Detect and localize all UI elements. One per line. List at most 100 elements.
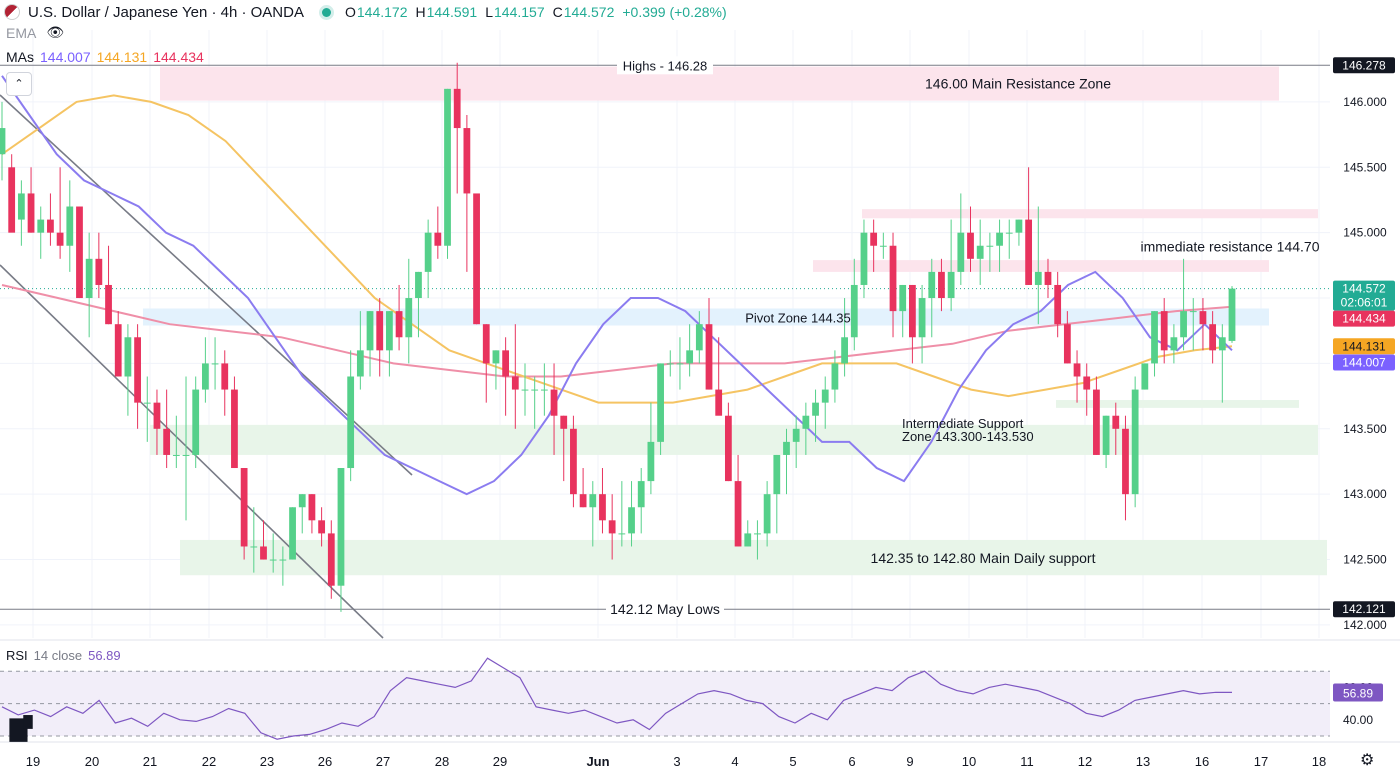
rsi-tick-label: 40.00 [1343,713,1373,727]
ma-mid-line [1,94,1233,404]
candle-body [308,494,316,521]
candle-body [444,88,451,246]
ema-indicator-row[interactable]: EMA 👁︎ [6,24,64,41]
candle-body [289,507,296,560]
candle-body [889,245,897,312]
candle-body [8,167,16,233]
candle-body [1073,363,1081,377]
tradingview-logo-icon[interactable]: ▇▘ [10,716,41,741]
time-tick-label: 29 [493,754,507,769]
candle-body [211,363,219,365]
mas-indicator-row[interactable]: MAs 144.007 144.131 144.434 [6,49,204,65]
candle-body [482,324,490,364]
candle-body [511,376,519,390]
candle-body [1005,232,1013,234]
time-tick-label: Jun [586,754,609,769]
candle-body [1044,271,1052,285]
price-tag-text: 144.572 [1342,282,1386,296]
candle-body [831,363,839,390]
candle-body [1228,288,1236,341]
price-axis [1330,0,1400,772]
candle-body [405,298,413,338]
candle-body [269,559,277,561]
time-tick-label: 26 [318,754,332,769]
candle-body [463,128,471,194]
candle-body [918,298,926,338]
mas-label: MAs [6,49,34,65]
price-tick-label: 145.500 [1343,160,1387,174]
candle-body [986,245,994,247]
ma-mid-value: 144.131 [96,49,148,65]
trend-line-lower [0,264,384,639]
symbol-title[interactable]: U.S. Dollar / Japanese Yen · 4h · OANDA [28,3,304,21]
ma-fast-line [1,75,1233,496]
ema-label: EMA [6,24,37,41]
time-tick-label: 22 [202,754,216,769]
market-open-icon [321,7,331,17]
candle-body [821,389,829,403]
candle-body [27,193,35,233]
zone-label: immediate resistance 144.70 [1141,238,1320,254]
candle-body [47,219,54,233]
candle-body [724,415,732,482]
rsi-legend[interactable]: RSI 14 close 56.89 [6,648,121,663]
candle-body [812,402,819,416]
candle-body [802,415,810,429]
candle-body [279,559,287,561]
candle-body [599,494,606,521]
time-tick-label: 5 [789,754,796,769]
candle-body [608,520,616,534]
time-tick-label: 27 [376,754,390,769]
candle-body [114,324,122,377]
candle-body [153,402,161,429]
hidden-eye-icon[interactable]: 👁︎ [46,24,65,40]
zone-band [180,539,1327,576]
candle-body [1025,219,1033,285]
candle-body [521,389,529,391]
price-tick-label: 143.000 [1343,487,1387,501]
time-tick-label: 17 [1254,754,1268,769]
candle-body [773,454,781,495]
ohlc-open-value: 144.172 [356,4,408,20]
rsi-label: RSI [6,648,28,663]
time-tick-label: 4 [731,754,738,769]
price-tag-text: 144.007 [1342,356,1386,370]
zone-band [150,424,1318,455]
trend-line-upper [0,94,413,476]
candle-body [957,232,965,272]
candle-body [628,507,635,534]
level-label: Highs - 146.28 [623,58,708,73]
time-tick-label: 23 [260,754,274,769]
candle-body [434,232,442,246]
collapse-legend-button[interactable]: ⌃ [6,72,32,96]
candle-body [337,468,345,586]
candle-body [967,232,974,259]
ohlc-open-key: O [344,4,356,20]
time-tick-label: 28 [435,754,449,769]
usd-flag-icon [4,4,20,20]
candle-body [250,546,258,548]
zone-label: Zone 143.300-143.530 [902,429,1034,444]
candle-body [327,533,335,586]
ma-slow-line [1,284,1233,378]
candle-body [570,428,577,495]
candle-body [366,311,374,351]
candle-body [66,206,74,246]
candle-body [172,454,180,456]
rsi-value-tag [1333,683,1383,702]
candle-body [201,363,209,390]
candle-body [240,468,248,547]
price-tag [1333,354,1395,371]
candle-body [1209,324,1217,351]
candle-body [1083,376,1091,390]
price-tag [1333,338,1395,355]
candle-body [231,389,238,469]
candle-body [618,533,626,535]
settings-gear-icon[interactable]: ⚙ [1360,752,1375,769]
symbol-header: U.S. Dollar / Japanese Yen · 4h · OANDA … [0,0,735,24]
time-tick-label: 18 [1312,754,1326,769]
time-tick-label: 6 [848,754,855,769]
price-axis-bg [1330,0,1400,772]
zone-band [1056,400,1299,408]
